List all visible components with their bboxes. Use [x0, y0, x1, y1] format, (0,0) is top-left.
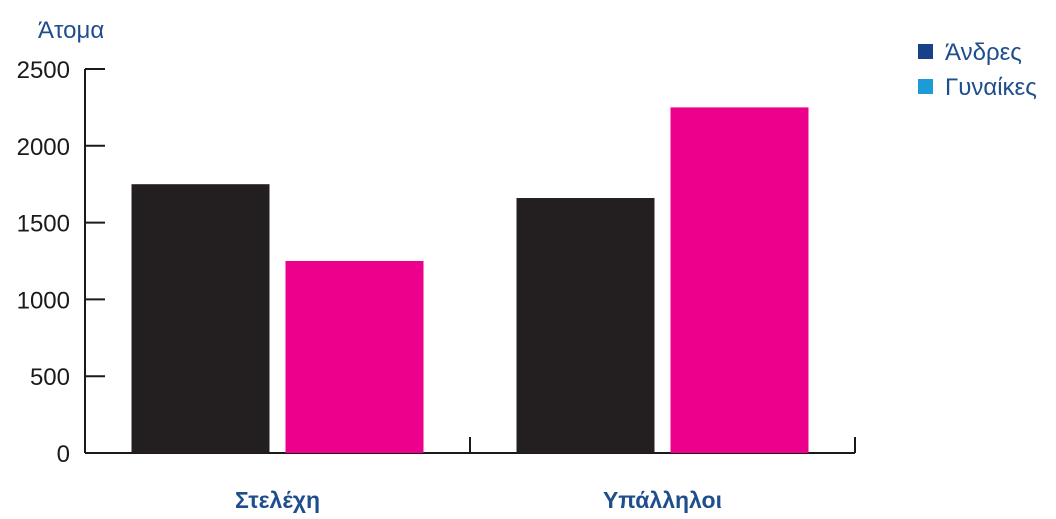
bar-women-1 — [285, 261, 424, 453]
category-label: Στελέχη — [235, 487, 320, 513]
bars — [131, 107, 809, 454]
bar-men-1 — [131, 184, 270, 453]
category-labels: Στελέχη Υπάλληλοι — [235, 487, 722, 513]
legend-swatch — [918, 44, 933, 59]
bar-women-2 — [670, 107, 809, 454]
y-tick-label: 2500 — [17, 57, 70, 84]
legend-label: Γυναίκες — [945, 74, 1037, 101]
y-axis: 0 500 1000 1500 2000 2500 — [17, 57, 105, 468]
legend: Άνδρες Γυναίκες — [918, 39, 1037, 101]
legend-swatch — [918, 79, 933, 94]
category-label: Υπάλληλοι — [603, 487, 722, 513]
y-tick-label: 500 — [30, 364, 70, 391]
y-tick-label: 2000 — [17, 134, 70, 161]
y-tick-label: 1500 — [17, 211, 70, 238]
bar-men-2 — [516, 198, 655, 453]
y-axis-unit-label: Άτομα — [38, 17, 104, 44]
y-tick-label: 0 — [57, 441, 70, 468]
y-tick-label: 1000 — [17, 287, 70, 314]
legend-label: Άνδρες — [945, 39, 1022, 66]
